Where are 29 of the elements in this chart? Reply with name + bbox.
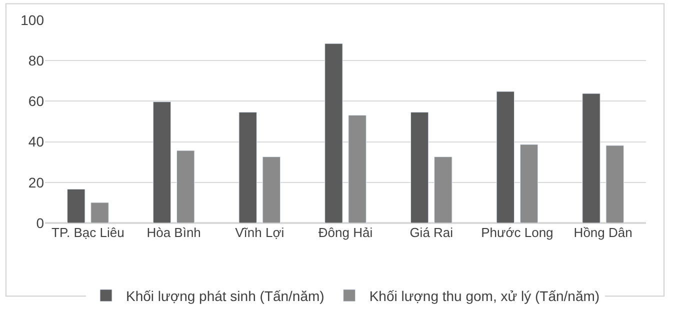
bar <box>67 188 86 223</box>
bar <box>496 91 515 223</box>
bar <box>520 144 538 223</box>
x-tick-label: Phước Long <box>481 225 554 240</box>
bar <box>238 112 257 223</box>
bar <box>582 93 600 223</box>
legend-label: Khối lượng phát sinh (Tấn/năm) <box>126 288 324 304</box>
x-tick-label: Giá Rai <box>410 225 454 240</box>
y-tick-label: 20 <box>28 174 44 190</box>
x-tick-label: Hồng Dân <box>574 225 632 240</box>
bar <box>606 145 624 223</box>
legend-label: Khối lượng thu gom, xử lý (Tấn/năm) <box>369 288 600 304</box>
bar <box>90 202 109 223</box>
bar <box>324 43 343 223</box>
bar <box>262 156 281 223</box>
y-tick-label: 60 <box>28 93 44 110</box>
y-tick-label: 0 <box>36 214 44 231</box>
bar <box>434 156 452 223</box>
bar <box>348 114 366 223</box>
x-tick-label: TP. Bạc Liêu <box>52 225 124 240</box>
y-tick-label: 40 <box>28 134 44 150</box>
y-tick-label: 100 <box>20 12 44 28</box>
x-tick-label: Hòa Bình <box>146 225 201 240</box>
bar <box>410 112 429 223</box>
y-tick-label: 80 <box>28 52 44 68</box>
bar <box>152 102 172 223</box>
x-tick-label: Vĩnh Lợi <box>235 225 284 240</box>
x-tick-label: Đông Hải <box>318 225 373 240</box>
bar <box>176 150 195 223</box>
